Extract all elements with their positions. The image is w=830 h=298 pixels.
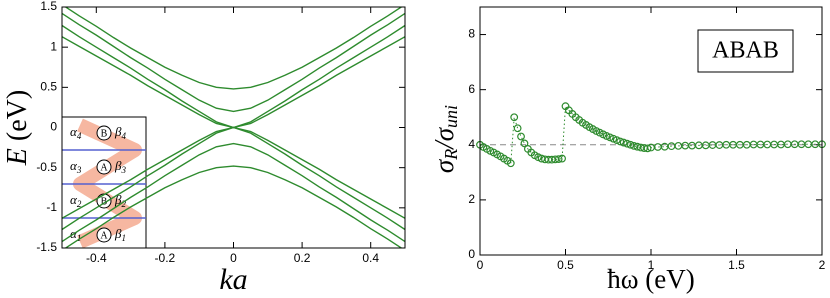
y-tick-label: 0 [50,120,57,134]
data-point [606,133,614,142]
inset-alpha-sub: 4 [77,131,82,141]
y-label-sub: uni [441,105,461,128]
bands [62,7,405,248]
inset-label: α2 [70,192,82,209]
data-point [783,140,792,149]
inset-atom-circle [96,227,112,243]
x-tick-label: 0.4 [362,251,379,265]
data-point [623,139,631,148]
y-label-unit: (eV) [2,90,33,148]
inset-beta-sub: 3 [120,165,126,175]
inset-beta: β [114,226,122,241]
inset-beta-sub: 1 [121,233,126,243]
inset-alpha: α [70,192,78,207]
data-point [630,141,638,150]
y-label-var: E [2,148,33,166]
x-tick-label: 1 [648,258,655,272]
inset-atom: A [100,162,108,173]
y-tick-label: -1 [46,200,57,214]
y-tick-label: 8 [468,27,475,41]
x-tick-label: 0.5 [557,258,574,272]
inset-beta-sub: 2 [121,199,126,209]
data-point [619,138,628,147]
x-tick-label: 2 [819,258,826,272]
inset-label: β1 [114,226,126,243]
band-line [62,24,405,129]
y-axis-label: E (eV) [2,90,33,166]
data-point [510,113,519,122]
inset-atom-circle [96,159,112,175]
x-tick-label: -0.2 [155,251,176,265]
band-line [64,165,403,248]
data-point [513,124,522,133]
inset-beta: β [114,124,122,139]
data-point [558,154,566,163]
plot-frame [61,6,406,249]
band-line [64,7,403,90]
data-point [506,159,515,168]
plot-frame [479,6,823,256]
y-tick-label: 4 [468,137,475,151]
band-line [62,12,405,113]
inset-alpha-sub: 1 [77,233,82,243]
y-tick-label: 1.5 [40,0,57,13]
y-tick-label: 0.5 [40,80,57,94]
y-tick-label: -1.5 [36,240,57,254]
data-point [520,139,529,148]
data-point [643,144,652,153]
x-tick-label: 1.5 [728,258,745,272]
data-point [616,137,625,146]
inset-beta: β [114,158,122,173]
y-tick-label: 2 [468,192,475,206]
x-tick-label: 0 [230,251,237,265]
band-line [62,126,405,231]
inset-beta-sub: 4 [121,131,126,141]
data-point [626,140,635,149]
inset-alpha: α [70,124,78,139]
y-label-sub: R [441,149,461,161]
y-label-main: /σ [429,126,459,151]
annotation-box [697,29,794,73]
data-point [554,155,563,164]
data-point [609,134,618,143]
data-point [602,132,611,140]
x-tick-label: 0 [477,258,484,272]
y-tick-label: -0.5 [36,160,57,174]
y-tick-label: 0 [468,247,475,261]
inset-atom: B [101,128,108,139]
data-point [517,132,525,141]
x-tick-label: -0.4 [86,251,107,265]
inset-alpha-sub: 3 [76,165,82,175]
inset-label: β4 [114,124,126,141]
data-point [612,136,621,144]
y-axis-label: σR/σuni [429,105,461,173]
inset-label: β2 [114,192,126,209]
y-tick-label: 1 [50,39,57,53]
inset-label: α4 [70,124,82,141]
x-axis-label: ħω (eV) [607,264,695,294]
inset-beta: β [114,192,122,207]
inset-alpha-sub: 2 [77,199,82,209]
inset-alpha: α [70,158,78,173]
x-axis-label: ka [219,263,247,296]
inset-label: α3 [70,158,82,175]
data-point [534,153,543,162]
y-label-main: σ [429,158,459,173]
inset-atom-circle [96,125,112,141]
band-line [62,36,405,129]
annotation: ABAB [712,38,779,64]
inset-atom: B [101,196,108,207]
band-line [62,142,405,243]
inset-atom: A [100,230,108,241]
x-tick-label: 0.2 [294,251,311,265]
y-tick-label: 6 [468,82,475,96]
inset-label: β3 [114,158,126,175]
